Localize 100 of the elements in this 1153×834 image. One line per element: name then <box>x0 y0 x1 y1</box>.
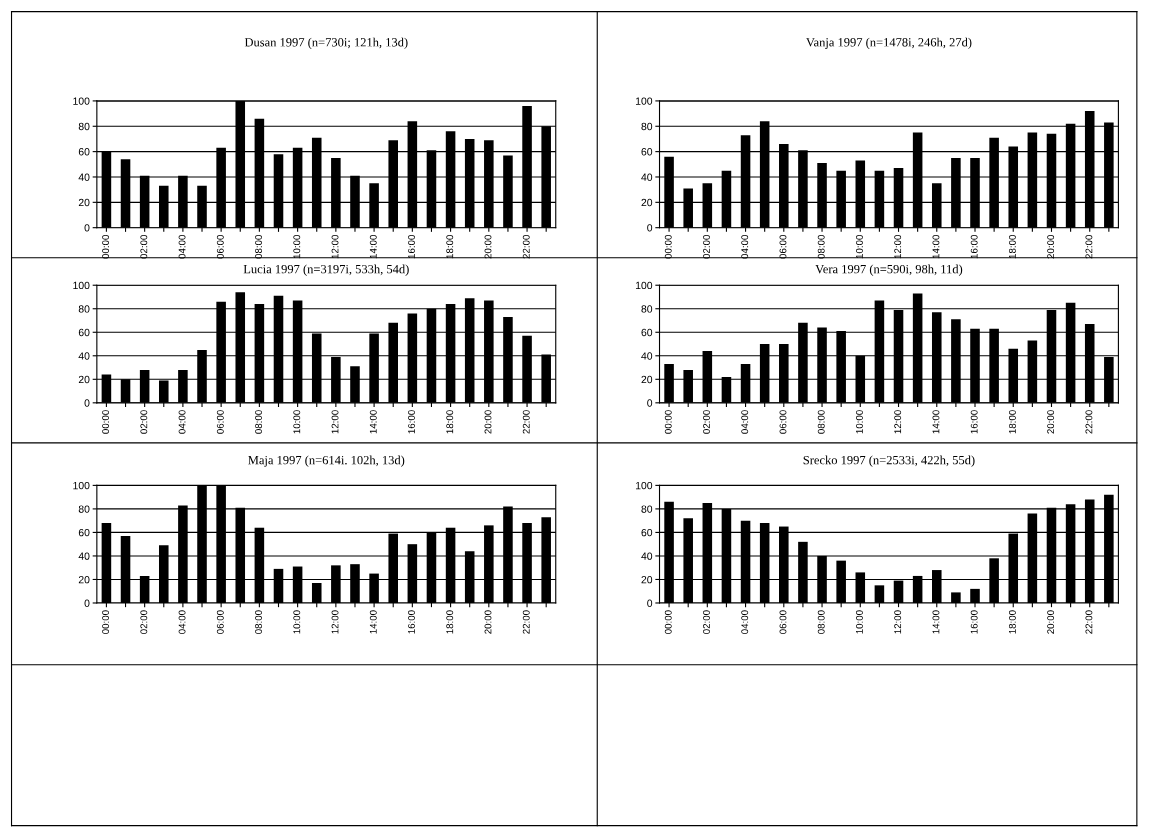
chart-title: Vanja 1997 (n=1478i, 246h, 27d) <box>806 37 972 50</box>
x-tick-label: 14:00 <box>369 235 377 259</box>
y-tick-label: 0 <box>647 599 653 607</box>
x-tick-label: 06:00 <box>216 410 224 434</box>
x-tick-label: 22:00 <box>522 410 530 434</box>
chart-title: Vera 1997 (n=590i, 98h, 11d) <box>815 264 963 276</box>
x-tick-label: 04:00 <box>741 235 749 259</box>
x-tick-label: 14:00 <box>932 610 940 634</box>
x-tick-label: 10:00 <box>856 410 863 434</box>
x-tick-label: 04:00 <box>741 410 749 434</box>
y-tick-label: 100 <box>635 97 653 105</box>
x-tick-label: 08:00 <box>255 610 262 634</box>
x-tick-label: 08:00 <box>817 235 825 259</box>
x-tick-label: 10:00 <box>856 235 863 259</box>
x-tick-label: 14:00 <box>932 410 940 434</box>
y-tick-label: 40 <box>641 552 653 560</box>
x-tick-label: 04:00 <box>178 610 186 634</box>
y-tick-label: 40 <box>641 352 653 360</box>
x-tick-label: 16:00 <box>970 410 978 434</box>
x-tick-label: 04:00 <box>178 235 186 259</box>
x-tick-label: 10:00 <box>293 610 301 634</box>
x-tick-label: 00:00 <box>102 235 110 259</box>
x-tick-label: 12:00 <box>331 235 339 259</box>
y-tick-label: 20 <box>641 198 653 207</box>
x-tick-label: 16:00 <box>408 235 415 259</box>
x-tick-label: 06:00 <box>216 610 224 634</box>
y-tick-label: 100 <box>73 281 90 290</box>
x-tick-label: 12:00 <box>894 235 902 259</box>
x-tick-label: 20:00 <box>484 410 492 434</box>
y-tick-label: 100 <box>635 481 653 490</box>
y-tick-label: 80 <box>641 305 653 313</box>
x-tick-label: 06:00 <box>779 610 787 634</box>
y-tick-label: 40 <box>641 173 653 181</box>
y-tick-label: 100 <box>635 281 653 290</box>
chart-title: Dusan 1997 (n=730i; 121h, 13d) <box>244 37 408 50</box>
y-tick-label: 100 <box>73 97 90 105</box>
x-tick-label: 00:00 <box>102 410 110 434</box>
x-tick-label: 14:00 <box>369 610 377 634</box>
y-tick-label: 40 <box>78 552 90 560</box>
x-tick-label: 02:00 <box>703 410 710 434</box>
x-tick-label: 12:00 <box>331 410 339 434</box>
x-tick-label: 12:00 <box>894 410 902 434</box>
x-tick-label: 14:00 <box>932 235 940 259</box>
chart-title: Maja 1997 (n=614i. 102h, 13d) <box>248 455 405 467</box>
x-tick-label: 08:00 <box>255 410 262 434</box>
y-tick-label: 40 <box>78 352 90 360</box>
y-tick-label: 0 <box>647 224 653 232</box>
y-tick-label: 100 <box>73 481 90 490</box>
x-tick-label: 20:00 <box>1047 235 1055 259</box>
x-tick-label: 08:00 <box>255 235 262 259</box>
x-tick-label: 20:00 <box>484 610 492 634</box>
x-tick-label: 18:00 <box>1008 610 1016 634</box>
x-tick-label: 18:00 <box>1008 410 1016 434</box>
x-tick-label: 06:00 <box>779 410 787 434</box>
y-tick-label: 60 <box>78 528 90 537</box>
y-tick-label: 20 <box>78 575 90 584</box>
x-tick-label: 08:00 <box>817 610 825 634</box>
x-tick-label: 08:00 <box>817 410 825 434</box>
x-tick-label: 02:00 <box>140 410 148 434</box>
y-tick-label: 40 <box>78 173 90 181</box>
x-tick-label: 18:00 <box>446 235 454 259</box>
x-tick-label: 06:00 <box>779 235 787 259</box>
x-tick-label: 04:00 <box>741 610 749 634</box>
x-tick-label: 20:00 <box>484 235 492 259</box>
y-tick-label: 0 <box>647 399 653 407</box>
x-tick-label: 10:00 <box>293 410 301 434</box>
x-tick-label: 10:00 <box>856 610 863 634</box>
chart-title: Srecko 1997 (n=2533i, 422h, 55d) <box>803 455 975 467</box>
y-tick-label: 0 <box>84 224 90 232</box>
x-tick-label: 18:00 <box>1008 235 1016 259</box>
x-tick-label: 22:00 <box>1085 235 1093 259</box>
x-tick-label: 00:00 <box>664 410 672 434</box>
y-tick-label: 80 <box>641 122 653 131</box>
x-tick-label: 12:00 <box>331 610 339 634</box>
x-tick-label: 04:00 <box>178 410 186 434</box>
y-tick-label: 0 <box>84 399 90 407</box>
x-tick-label: 16:00 <box>970 235 978 259</box>
x-tick-label: 22:00 <box>522 610 530 634</box>
y-tick-label: 80 <box>641 505 653 513</box>
x-tick-label: 20:00 <box>1047 610 1055 634</box>
x-tick-label: 22:00 <box>1085 410 1093 434</box>
y-tick-label: 60 <box>78 328 90 337</box>
y-tick-label: 60 <box>78 148 90 156</box>
x-tick-label: 14:00 <box>369 410 377 434</box>
y-tick-label: 20 <box>641 375 653 384</box>
y-tick-label: 60 <box>641 528 653 537</box>
y-tick-label: 0 <box>84 599 90 607</box>
y-tick-label: 20 <box>78 375 90 384</box>
x-tick-label: 00:00 <box>664 610 672 634</box>
y-tick-label: 20 <box>78 198 90 207</box>
x-tick-label: 00:00 <box>664 235 672 259</box>
x-tick-label: 22:00 <box>522 235 530 259</box>
y-tick-label: 80 <box>78 122 90 131</box>
x-tick-label: 16:00 <box>970 610 978 634</box>
x-tick-label: 06:00 <box>216 235 224 259</box>
x-tick-label: 16:00 <box>408 410 415 434</box>
x-tick-label: 22:00 <box>1085 610 1093 634</box>
x-tick-label: 02:00 <box>140 235 148 259</box>
x-tick-label: 02:00 <box>703 235 710 259</box>
y-tick-label: 80 <box>78 305 90 313</box>
